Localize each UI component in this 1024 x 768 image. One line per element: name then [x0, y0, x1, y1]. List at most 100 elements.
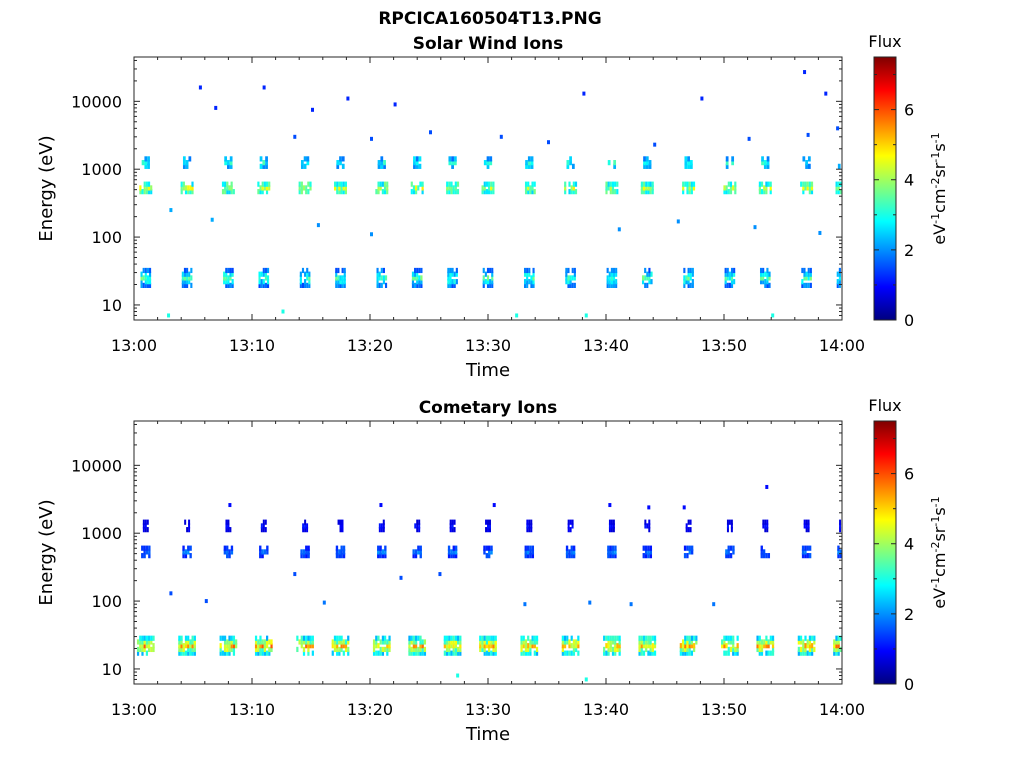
data-cell — [412, 185, 416, 191]
data-cell — [486, 267, 490, 274]
data-cell — [811, 650, 814, 656]
data-cell — [266, 635, 269, 641]
data-cell — [148, 553, 151, 559]
data-cell — [336, 163, 340, 169]
data-cell — [381, 181, 384, 187]
data-cell — [803, 275, 806, 281]
data-cell — [306, 523, 309, 529]
data-cell — [377, 549, 380, 555]
unit-text: sr — [930, 162, 949, 177]
data-cell — [764, 271, 767, 277]
data-cell — [687, 275, 690, 281]
data-cell — [453, 282, 456, 289]
data-cell — [230, 643, 233, 649]
data-cell — [529, 650, 532, 656]
data-cell — [456, 181, 460, 187]
data-cell — [608, 523, 611, 529]
data-cell — [765, 643, 768, 649]
data-cell — [481, 635, 484, 641]
unit-text: cm — [930, 553, 949, 577]
data-cell — [343, 271, 346, 277]
data-cell — [309, 643, 312, 649]
data-cell — [806, 132, 810, 137]
data-cell — [771, 643, 775, 649]
data-cell — [342, 545, 346, 551]
data-cell — [833, 639, 836, 645]
data-cell — [572, 549, 576, 555]
data-cell — [569, 156, 572, 162]
data-cell — [531, 643, 534, 649]
data-cell — [193, 643, 196, 649]
data-cell — [260, 279, 263, 285]
data-cell — [190, 267, 193, 274]
data-cell — [808, 545, 812, 551]
data-cell — [520, 643, 523, 649]
data-cell — [690, 635, 694, 641]
data-cell — [182, 156, 186, 162]
data-cell — [193, 639, 196, 645]
data-cell — [485, 545, 488, 551]
data-cell — [766, 163, 770, 169]
data-cell — [681, 650, 685, 656]
data-cell — [729, 635, 733, 641]
data-cell — [797, 646, 800, 653]
data-cell — [258, 282, 261, 289]
data-cell — [223, 545, 227, 551]
data-cell — [423, 650, 427, 656]
data-cell — [146, 267, 149, 274]
data-cell — [688, 189, 691, 195]
data-cell — [300, 160, 304, 166]
data-cell — [724, 282, 727, 289]
data-cell — [229, 160, 233, 166]
data-cell — [653, 635, 657, 641]
data-cell — [254, 650, 258, 656]
data-cell — [565, 545, 569, 551]
unit-text: s — [930, 143, 949, 151]
data-cell — [370, 136, 373, 141]
data-cell — [764, 523, 767, 529]
data-cell — [300, 189, 303, 195]
data-cell — [380, 163, 384, 169]
data-cell — [412, 639, 415, 645]
data-cell — [688, 549, 691, 555]
data-cell — [232, 639, 236, 645]
data-cell — [299, 275, 302, 281]
data-cell — [603, 635, 606, 641]
data-cell — [307, 646, 310, 653]
data-cell — [760, 553, 763, 559]
data-cell — [695, 639, 698, 645]
data-cell — [605, 650, 608, 656]
data-cell — [736, 646, 739, 653]
data-cell — [488, 639, 491, 645]
y-tick-label: 10 — [102, 660, 122, 679]
data-cell — [268, 646, 271, 653]
data-cell — [567, 267, 570, 274]
data-cell — [343, 282, 346, 289]
data-cell — [388, 635, 391, 641]
data-cell — [408, 639, 411, 645]
data-cell — [765, 189, 768, 195]
data-cell — [147, 163, 150, 169]
data-cell — [808, 185, 811, 191]
data-cell — [686, 553, 689, 559]
data-cell — [340, 635, 343, 641]
data-cell — [259, 635, 262, 641]
data-cell — [570, 185, 573, 191]
data-cell — [727, 181, 730, 187]
data-cell — [454, 643, 458, 649]
data-cell — [606, 267, 609, 274]
data-cell — [805, 163, 808, 169]
data-cell — [608, 527, 611, 533]
data-cell — [232, 643, 236, 649]
data-cell — [573, 275, 576, 281]
data-cell — [456, 673, 460, 678]
data-cell — [181, 279, 184, 285]
data-cell — [420, 282, 423, 289]
data-cell — [225, 279, 228, 285]
data-cell — [183, 275, 187, 281]
data-cell — [264, 271, 267, 277]
data-cell — [308, 279, 311, 285]
data-cell — [638, 639, 641, 645]
data-cell — [768, 282, 771, 289]
